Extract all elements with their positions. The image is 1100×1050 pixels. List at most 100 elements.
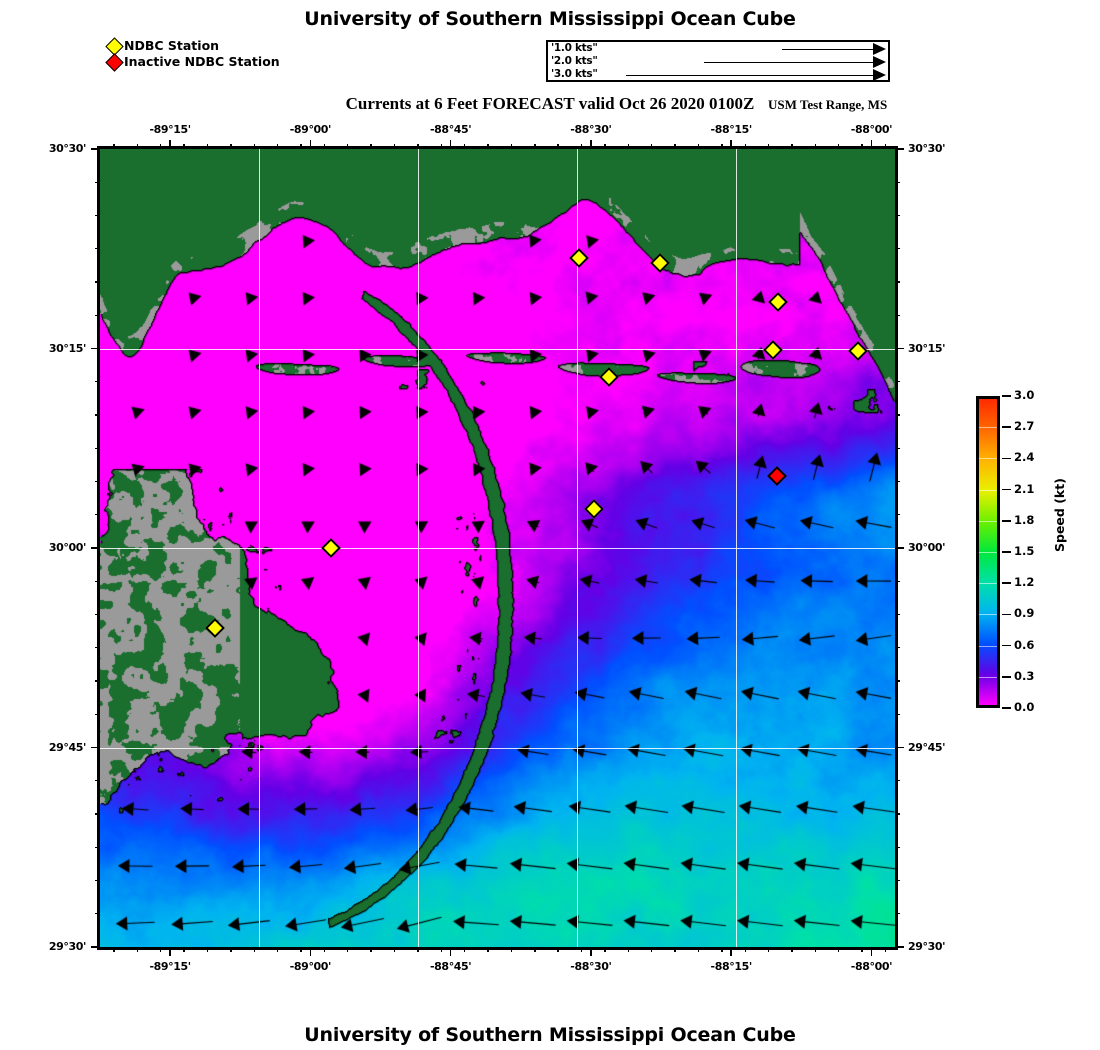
axis-label-longitude-top: -88°45' [430, 123, 472, 136]
axis-tick [160, 947, 162, 952]
colorbar-tick [1002, 707, 1011, 709]
axis-label-latitude-left: 29°45' [48, 740, 86, 754]
axis-tick [534, 947, 536, 952]
colorbar-tick [1002, 582, 1011, 585]
legend-label-inactive-ndbc-station: Inactive NDBC Station [124, 54, 280, 69]
axis-tick [627, 144, 629, 149]
axis-tick [393, 144, 396, 149]
axis-tick [253, 947, 255, 952]
axis-tick [309, 140, 312, 149]
axis-tick [91, 148, 100, 150]
axis-label-latitude-left: 30°30' [48, 142, 86, 155]
vector-scale-label-3: '3.0 kts" [551, 68, 598, 80]
colorbar-tick [1002, 644, 1011, 647]
legend-label-ndbc-station: NDBC Station [124, 38, 220, 53]
axis-tick [895, 713, 900, 715]
axis-tick [95, 447, 100, 449]
axis-tick [230, 144, 232, 149]
axis-label-latitude-right: 30°15' [908, 341, 946, 355]
colorbar-tick [1002, 457, 1011, 460]
axis-tick [95, 281, 100, 283]
graticule-parallel [100, 747, 895, 749]
axis-tick [449, 140, 452, 149]
axis-label-longitude-top: -89°15' [149, 123, 192, 136]
axis-tick [253, 144, 255, 149]
colorbar-tick-label: 0.6 [1014, 637, 1035, 652]
map-plot-area[interactable] [97, 146, 898, 950]
axis-tick [814, 947, 817, 952]
axis-tick [487, 947, 489, 952]
axis-tick [276, 144, 279, 149]
axis-tick [895, 414, 900, 416]
axis-tick [895, 680, 900, 682]
axis-label-latitude-left: 30°15' [48, 341, 86, 355]
axis-tick [95, 414, 100, 416]
axis-tick [370, 947, 372, 952]
axis-tick [323, 947, 326, 952]
axis-label-longitude-bottom: -88°30' [570, 960, 612, 973]
axis-label-longitude-bottom: -88°15' [710, 960, 753, 973]
axis-tick [895, 148, 904, 150]
colorbar-tick-label: 0.0 [1014, 700, 1035, 714]
axis-tick [861, 947, 863, 952]
axis-tick [604, 947, 606, 952]
axis-label-latitude-right: 30°00' [908, 541, 946, 554]
axis-tick [206, 144, 209, 149]
vector-arrowhead-3 [873, 69, 886, 81]
vector-scale-label-1: '1.0 kts" [551, 42, 598, 54]
vector-scale-label-2: '2.0 kts" [551, 55, 598, 67]
axis-tick [183, 947, 185, 952]
axis-tick [838, 947, 840, 952]
axis-tick [895, 746, 900, 749]
axis-tick [300, 947, 302, 952]
axis-label-latitude-right: 30°30' [908, 142, 946, 155]
axis-tick [183, 144, 185, 149]
axis-label-longitude-bottom: -89°00' [289, 960, 332, 973]
axis-tick [767, 947, 770, 952]
colorbar-tick-label: 0.3 [1014, 668, 1035, 683]
axis-tick [347, 144, 349, 149]
colorbar-gridline [979, 645, 997, 647]
colorbar-gradient [979, 399, 997, 705]
vector-scale-legend: '1.0 kts" '2.0 kts" '3.0 kts" [546, 40, 890, 82]
axis-tick [814, 144, 817, 149]
axis-label-longitude-bottom: -88°45' [430, 960, 472, 973]
axis-label-latitude-right: 29°30' [908, 940, 946, 953]
axis-tick [895, 946, 904, 948]
colorbar-tick [1002, 395, 1011, 397]
axis-tick [861, 144, 863, 149]
axis-tick [895, 780, 900, 782]
legend-item-inactive-ndbc-station: Inactive NDBC Station [105, 52, 280, 72]
colorbar-gridline [979, 676, 997, 678]
axis-tick [300, 144, 302, 149]
axis-tick [160, 144, 162, 149]
axis-tick [895, 547, 900, 549]
axis-tick [895, 813, 900, 815]
axis-tick [95, 381, 100, 383]
colorbar-tick [1002, 519, 1011, 522]
axis-tick [95, 547, 100, 549]
axis-tick [590, 140, 592, 149]
colorbar-tick-label: 3.0 [1014, 388, 1035, 402]
axis-tick [95, 647, 100, 649]
vector-scale-row-2: '2.0 kts" [548, 55, 888, 68]
station-legend: NDBC Station Inactive NDBC Station [105, 36, 280, 72]
axis-tick [730, 140, 732, 149]
colorbar-gridline [979, 489, 997, 491]
legend-item-ndbc-station: NDBC Station [105, 36, 280, 56]
footer-title: University of Southern Mississippi Ocean… [304, 1024, 796, 1046]
vector-scale-row-1: '1.0 kts" [548, 42, 888, 55]
axis-tick [697, 144, 700, 149]
colorbar-tick-label: 0.9 [1014, 606, 1035, 621]
axis-tick [895, 347, 900, 350]
axis-tick [870, 947, 873, 956]
axis-tick [895, 846, 900, 848]
colorbar-gridline [979, 427, 997, 429]
axis-tick [449, 947, 452, 956]
colorbar-tick-label: 1.8 [1014, 512, 1035, 527]
axis-tick [95, 913, 100, 915]
axis-tick [95, 780, 100, 782]
page-title: University of Southern Mississippi Ocean… [304, 8, 796, 30]
axis-tick [309, 947, 312, 956]
axis-label-longitude-bottom: -89°15' [149, 960, 192, 973]
